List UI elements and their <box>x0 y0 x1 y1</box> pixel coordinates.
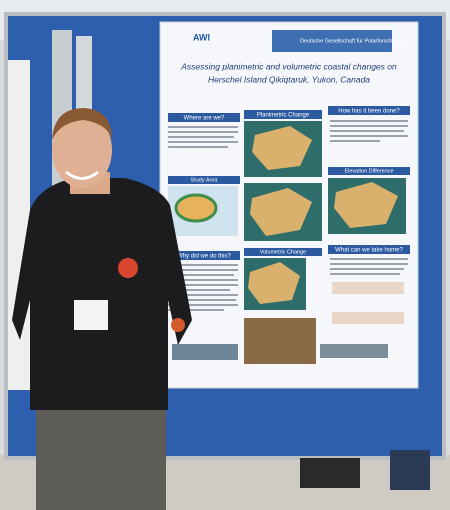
table-panel <box>332 312 404 324</box>
island <box>250 188 312 236</box>
section-heading: Elevation Difference <box>344 168 393 174</box>
section-bar <box>328 106 410 115</box>
poster-title: Assessing planimetric and volumetric coa… <box>180 61 397 71</box>
text-line <box>168 289 230 291</box>
face <box>52 112 112 188</box>
side-poster <box>8 60 30 390</box>
text-line <box>330 263 408 265</box>
patch <box>171 318 185 332</box>
photo-panel <box>320 344 388 358</box>
text-line <box>168 309 224 311</box>
section-bar <box>168 113 240 122</box>
hoodie <box>12 178 192 410</box>
island <box>252 126 312 170</box>
section-heading: Planimetric Change <box>257 113 310 119</box>
island <box>174 193 218 223</box>
section-heading: Where are we? <box>184 116 225 122</box>
text-line <box>330 135 408 137</box>
background-person <box>300 458 360 488</box>
text-line <box>168 299 236 301</box>
text-line <box>168 279 238 281</box>
name-badge <box>74 300 108 330</box>
patch <box>118 258 138 278</box>
logo-box <box>272 30 392 52</box>
text-line <box>168 141 238 143</box>
section-bar <box>328 167 410 175</box>
section-bar <box>168 176 240 184</box>
text-line <box>330 125 408 127</box>
text-line <box>168 264 238 266</box>
text-line <box>168 131 238 133</box>
text-line <box>330 120 408 122</box>
text-line <box>168 136 234 138</box>
island <box>248 262 300 304</box>
section-heading: What can we take home? <box>335 248 403 254</box>
text-line <box>330 268 404 270</box>
text-line <box>168 146 228 148</box>
text-line <box>168 294 238 296</box>
photo-panel <box>172 344 238 360</box>
logo-text: AWI <box>193 32 210 42</box>
text-line <box>168 284 238 286</box>
text-line <box>330 140 380 142</box>
person <box>12 108 192 510</box>
smile <box>65 170 99 180</box>
hair <box>52 108 112 140</box>
text-line <box>168 274 234 276</box>
poster-title: Herschel Island Qikiqtaruk, Yukon, Canad… <box>208 74 370 84</box>
text-block <box>168 120 408 311</box>
text-line <box>330 273 400 275</box>
photo-panel <box>244 318 316 364</box>
table-panel <box>332 282 404 294</box>
map-panels <box>168 121 406 364</box>
island <box>334 182 398 228</box>
section-bar <box>244 248 322 256</box>
text-line <box>168 126 238 128</box>
logo-text: Deutsche Gesellschaft für Polarforschung… <box>300 38 413 44</box>
poster: AWI Deutsche Gesellschaft für Polarforsc… <box>159 21 419 389</box>
trousers <box>36 400 166 510</box>
text-line <box>168 304 238 306</box>
section-heading: Study Area <box>191 177 219 183</box>
section-bar <box>168 251 240 260</box>
text-line <box>330 130 404 132</box>
section-bar <box>244 110 322 119</box>
section-heading: How has it been done? <box>338 109 400 115</box>
background-person <box>390 450 430 490</box>
section-heading: Why did we do this? <box>177 254 231 260</box>
text-line <box>330 258 408 260</box>
section-heading: Volumetric Change <box>260 249 306 255</box>
section-bar <box>328 245 410 254</box>
text-line <box>168 269 238 271</box>
